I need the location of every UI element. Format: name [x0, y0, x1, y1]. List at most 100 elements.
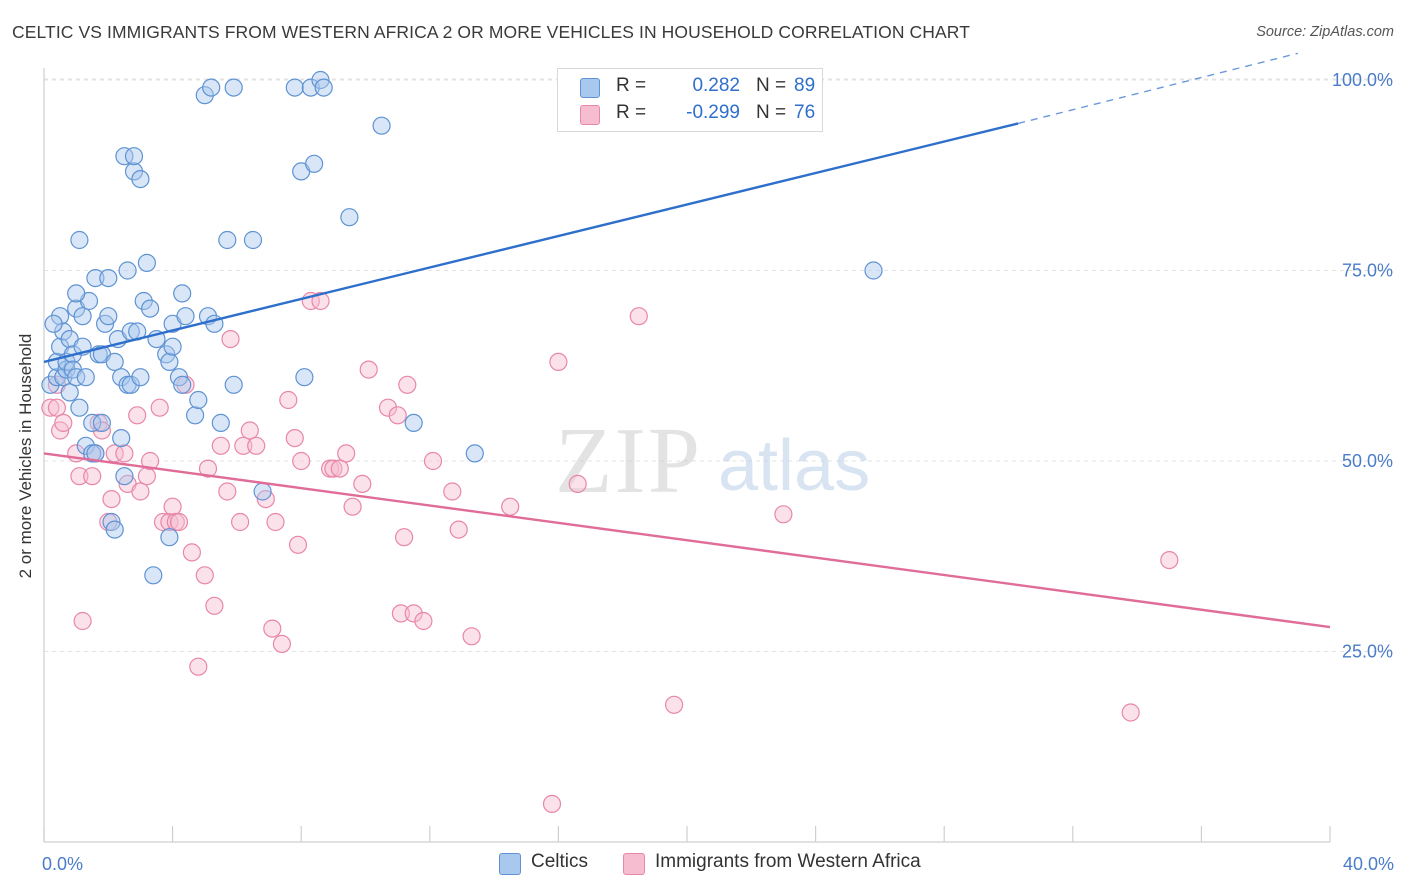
africa-point — [153, 512, 173, 532]
celtics-point — [50, 307, 70, 326]
africa-point — [115, 444, 134, 463]
celtics-point — [295, 368, 314, 387]
africa-point — [189, 657, 208, 676]
celtics-point — [202, 78, 221, 97]
celtics-point — [176, 307, 195, 326]
celtics-point — [253, 482, 272, 501]
watermark-atlas: atlas — [718, 426, 870, 506]
africa-point — [195, 566, 214, 585]
celtics-point — [305, 154, 324, 173]
africa-point — [324, 459, 343, 478]
legend-r-label: R = — [616, 102, 647, 123]
celtics-point — [186, 406, 205, 425]
celtics-point — [141, 299, 160, 318]
africa-point — [388, 406, 407, 425]
africa-point — [311, 291, 330, 311]
trendline-celtics — [43, 122, 1019, 364]
africa-point — [462, 627, 481, 646]
africa-point — [163, 497, 182, 516]
africa-point — [629, 307, 648, 326]
africa-point — [279, 390, 298, 410]
tick-labels: 25.0% 50.0% 75.0% 100.0% 0.0% 40.0% — [42, 70, 1394, 874]
legend-swatch-celtics — [499, 853, 521, 875]
legend-swatch-africa — [580, 105, 600, 125]
africa-point — [423, 451, 443, 471]
celtics-point — [224, 78, 243, 97]
axes — [43, 68, 1331, 843]
africa-point — [221, 330, 240, 349]
celtics-point — [105, 352, 124, 371]
x-tick-label: 40.0% — [1343, 854, 1394, 874]
africa-point — [131, 482, 150, 501]
africa-point — [234, 436, 253, 455]
celtics-point — [404, 413, 423, 432]
y-tick-label: 75.0% — [1342, 261, 1393, 281]
legend-n-label: N = — [756, 102, 787, 123]
trendlines — [43, 52, 1331, 629]
africa-point — [231, 512, 250, 532]
y-tick-label: 100.0% — [1332, 70, 1393, 90]
celtics-point — [173, 284, 192, 303]
gridlines — [44, 78, 1392, 652]
celtics-point — [67, 368, 86, 387]
celtics-point — [83, 413, 102, 432]
celtics-point — [115, 467, 134, 486]
africa-point — [102, 490, 121, 509]
celtics-point — [105, 520, 124, 539]
africa-point — [1121, 703, 1140, 722]
africa-point — [359, 360, 378, 379]
celtics-point — [173, 375, 192, 394]
africa-point — [272, 634, 291, 654]
celtics-point — [134, 291, 153, 311]
watermark: ZIP atlas — [555, 409, 870, 513]
africa-point — [774, 505, 793, 524]
africa-point — [240, 421, 259, 440]
celtics-point — [112, 368, 131, 387]
celtics-point — [76, 436, 95, 455]
africa-point — [337, 444, 356, 463]
africa-point — [211, 436, 230, 455]
celtics-point — [86, 444, 105, 463]
celtics-point — [76, 368, 95, 387]
celtics-point — [115, 147, 134, 166]
africa-point — [378, 398, 398, 417]
africa-point — [70, 467, 89, 486]
africa-point — [404, 604, 423, 623]
celtics-point — [243, 230, 263, 250]
africa-point — [54, 413, 73, 432]
celtics-point — [67, 284, 86, 303]
africa-point — [398, 375, 417, 394]
celtics-point — [372, 116, 391, 135]
africa-point — [198, 459, 218, 478]
celtics-point — [99, 307, 118, 326]
source-label: Source: ZipAtlas.com — [1256, 24, 1394, 40]
celtics-point — [301, 78, 320, 97]
africa-point — [263, 619, 282, 638]
celtics-point — [86, 269, 105, 288]
africa-point — [1160, 550, 1179, 570]
legend-r-value: 0.282 — [692, 75, 740, 96]
africa-point — [83, 467, 102, 486]
africa-point — [549, 352, 568, 371]
africa-point — [169, 512, 189, 532]
correlation-legend: R = 0.282 N = 89 R = -0.299 N = 76 — [557, 68, 823, 132]
africa-point — [414, 611, 433, 631]
africa-point — [568, 474, 587, 493]
celtics-point — [285, 78, 304, 97]
y-tick-label: 50.0% — [1342, 451, 1393, 471]
celtics-point — [465, 444, 484, 463]
africa-point — [73, 611, 92, 631]
celtics-point — [121, 375, 140, 394]
africa-point — [542, 794, 562, 814]
celtics-point — [160, 528, 179, 547]
africa-point — [449, 520, 468, 539]
africa-point — [443, 482, 462, 501]
celtics-point — [144, 566, 163, 585]
legend-r-label: R = — [616, 75, 647, 96]
legend-label-africa: Immigrants from Western Africa — [655, 851, 921, 872]
africa-point — [137, 467, 156, 486]
africa-point — [182, 543, 201, 562]
celtics-point — [70, 230, 89, 250]
celtics-point — [124, 147, 144, 166]
africa-point — [391, 604, 410, 623]
